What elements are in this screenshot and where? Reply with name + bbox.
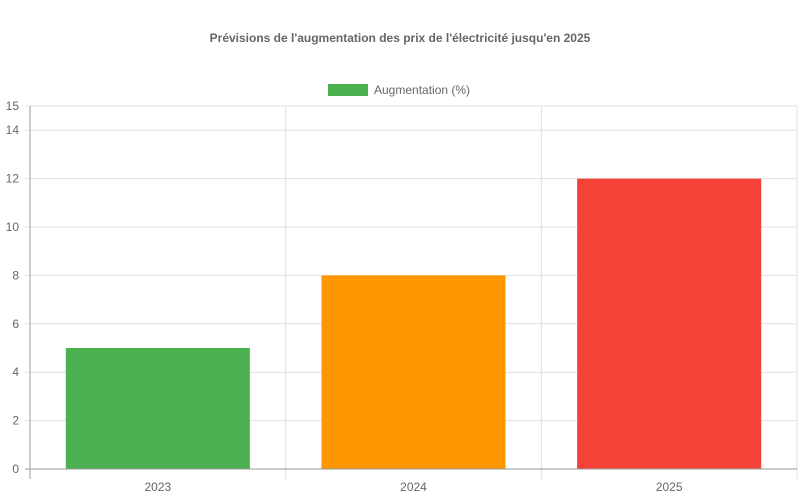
x-tick-label: 2025 bbox=[656, 480, 683, 494]
y-tick-label: 2 bbox=[12, 414, 19, 428]
bars bbox=[65, 178, 762, 469]
y-tick-label: 10 bbox=[6, 220, 20, 234]
x-tick-label: 2024 bbox=[400, 480, 427, 494]
chart-title: Prévisions de l'augmentation des prix de… bbox=[210, 31, 591, 45]
tick-labels: 0 2 4 6 8 10 12 14 15 2023 2024 2025 bbox=[6, 99, 683, 494]
legend-swatch bbox=[328, 84, 368, 96]
bar-2023[interactable] bbox=[65, 348, 250, 469]
bar-2024[interactable] bbox=[321, 275, 506, 469]
y-tick-label: 12 bbox=[6, 172, 20, 186]
legend-label: Augmentation (%) bbox=[374, 83, 470, 97]
axes bbox=[25, 106, 797, 479]
x-tick-label: 2023 bbox=[144, 480, 171, 494]
y-tick-label: 15 bbox=[6, 99, 20, 113]
y-tick-label: 0 bbox=[12, 462, 19, 476]
bar-2025[interactable] bbox=[577, 178, 762, 469]
legend[interactable]: Augmentation (%) bbox=[328, 83, 470, 97]
y-tick-label: 14 bbox=[6, 123, 20, 137]
y-tick-label: 8 bbox=[12, 268, 19, 282]
y-tick-label: 4 bbox=[12, 365, 19, 379]
y-tick-label: 6 bbox=[12, 317, 19, 331]
